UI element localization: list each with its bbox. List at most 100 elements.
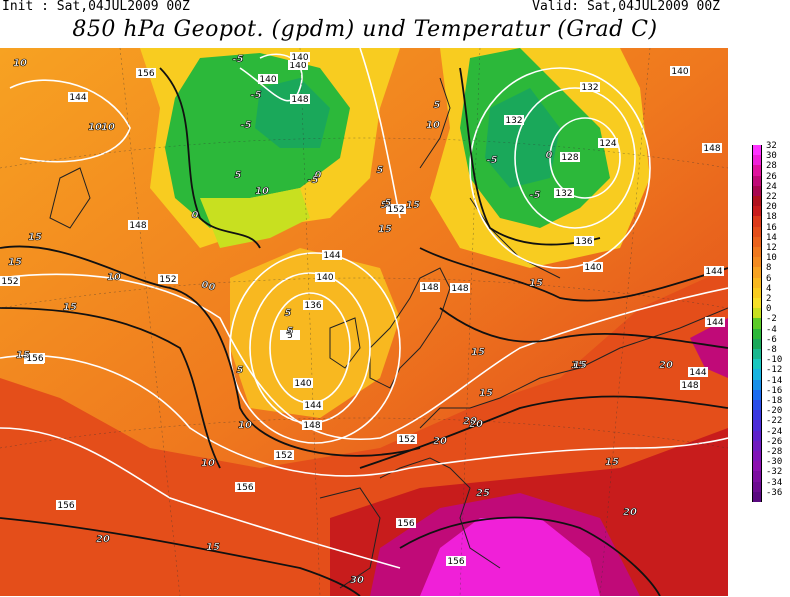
temperature-label: 5 — [385, 198, 392, 209]
legend-label: 22 — [766, 192, 777, 202]
legend-entry: -30 — [752, 458, 790, 472]
temperature-label: 20 — [96, 534, 110, 545]
geopotential-label-bg — [128, 220, 148, 230]
color-legend: 32 30 28 26 24 22 20 18 16 14 12 10 8 6 4 2 0 -2 -4 -6 -8 -10… — [752, 142, 790, 505]
legend-swatch — [752, 349, 762, 360]
legend-swatch — [752, 471, 762, 482]
temperature-label: 20 — [433, 436, 447, 447]
geopotential-label-bg — [580, 82, 600, 92]
legend-label: -32 — [766, 467, 783, 478]
legend-entry: -26 — [752, 437, 790, 451]
temperature-label: 10 — [255, 186, 269, 197]
legend-entry: -6 — [752, 334, 790, 349]
legend-label: 12 — [766, 243, 777, 253]
legend-label: 20 — [766, 202, 777, 213]
legend-entry: 32 — [752, 142, 790, 156]
legend-swatch — [752, 298, 762, 309]
legend-swatch — [752, 257, 762, 268]
temperature-label: 0 — [192, 210, 199, 221]
legend-entry: -20 — [752, 407, 790, 421]
legend-swatch — [752, 247, 762, 258]
geopotential-label-bg — [704, 266, 724, 276]
geopotential-label: 140 — [291, 53, 308, 63]
legend-label: -8 — [766, 345, 777, 355]
legend-swatch — [752, 410, 762, 421]
geopotential-label: 144 — [705, 267, 722, 277]
geopotential-label-bg — [274, 450, 294, 460]
legend-entry: -4 — [752, 324, 790, 339]
geopotential-label: 124 — [599, 139, 616, 149]
geopotential-label-bg — [258, 74, 278, 84]
geopotential-label: 148 — [129, 221, 146, 231]
geopotential-label: 156 — [447, 557, 464, 567]
valid-time-label: Valid: Sat,04JUL2009 00Z — [532, 0, 720, 14]
legend-swatch — [752, 267, 762, 278]
legend-entry: -14 — [752, 376, 790, 390]
temperature-label: 5 — [237, 365, 244, 376]
geopotential-label-bg — [397, 434, 417, 444]
legend-swatch — [752, 369, 762, 380]
legend-label: -18 — [766, 396, 783, 406]
legend-label: -34 — [766, 477, 783, 488]
temperature-label: 15 — [28, 232, 42, 243]
temperature-label: 15 — [605, 457, 619, 468]
legend-swatch — [752, 145, 762, 156]
legend-label: -22 — [766, 416, 783, 427]
legend-entry: 22 — [752, 192, 790, 207]
geopotential-label-bg — [504, 115, 524, 125]
geopotential-label-bg — [303, 400, 323, 410]
geopotential-label: 132 — [581, 83, 598, 93]
geopotential-label: 128 — [561, 153, 578, 163]
coastlines — [49, 77, 728, 589]
legend-label: -4 — [766, 324, 777, 335]
legend-label: 14 — [766, 232, 777, 243]
legend-entry: 16 — [752, 222, 790, 237]
legend-label: -10 — [766, 355, 783, 366]
temperature-label: 15 — [206, 542, 220, 553]
temp-area-0 — [200, 188, 310, 248]
legend-label: -2 — [766, 314, 777, 325]
geopotential-label-bg — [68, 92, 88, 102]
weather-map: 1561401481401481441521441481521521561401… — [0, 48, 728, 596]
geopotential-label-bg — [293, 378, 313, 388]
geopotential-label-bg — [322, 250, 342, 260]
geopotential-label: 140 — [259, 75, 276, 85]
temperature-label: 30 — [350, 575, 364, 586]
temperature-label: 15 — [8, 257, 22, 268]
legend-swatch — [752, 328, 762, 339]
temperature-label: 5 — [434, 100, 441, 111]
geopotential-label: 144 — [304, 401, 321, 411]
geopotential-labels: 1561401481401481441521441481521521561401… — [0, 52, 725, 567]
legend-swatch — [752, 491, 762, 502]
legend-entry: -10 — [752, 355, 790, 370]
legend-label: 16 — [766, 222, 777, 233]
geopotential-label: 144 — [706, 318, 723, 328]
geopotential-label: 156 — [397, 519, 414, 529]
legend-entry: 6 — [752, 274, 790, 288]
legend-label: 8 — [766, 263, 772, 274]
geopotential-label: 148 — [291, 95, 308, 105]
legend-swatch — [752, 338, 762, 349]
legend-entry: -18 — [752, 396, 790, 411]
geopotential-label-bg — [583, 262, 603, 272]
legend-entry: -24 — [752, 427, 790, 441]
geopotential-label-bg — [688, 367, 708, 377]
geopotential-label: 148 — [451, 284, 468, 294]
legend-swatch — [752, 175, 762, 186]
legend-entry: -36 — [752, 488, 790, 502]
legend-label: -6 — [766, 334, 777, 345]
geopotential-label: 156 — [137, 69, 154, 79]
cold-core-greenland — [255, 78, 330, 148]
legend-entry: 20 — [752, 202, 790, 217]
legend-label: 0 — [766, 304, 772, 315]
legend-swatch — [752, 389, 762, 400]
geopotential-label-bg — [554, 188, 574, 198]
legend-swatch — [752, 216, 762, 227]
geopotential-label-bg — [235, 482, 255, 492]
geopotential-label-bg — [315, 272, 335, 282]
temp-area-28 — [420, 518, 600, 596]
temperature-label: 15 — [471, 347, 485, 358]
geopotential-label-bg — [598, 138, 618, 148]
geopotential-label-bg — [290, 52, 310, 62]
temperature-label: 10 — [201, 458, 215, 469]
